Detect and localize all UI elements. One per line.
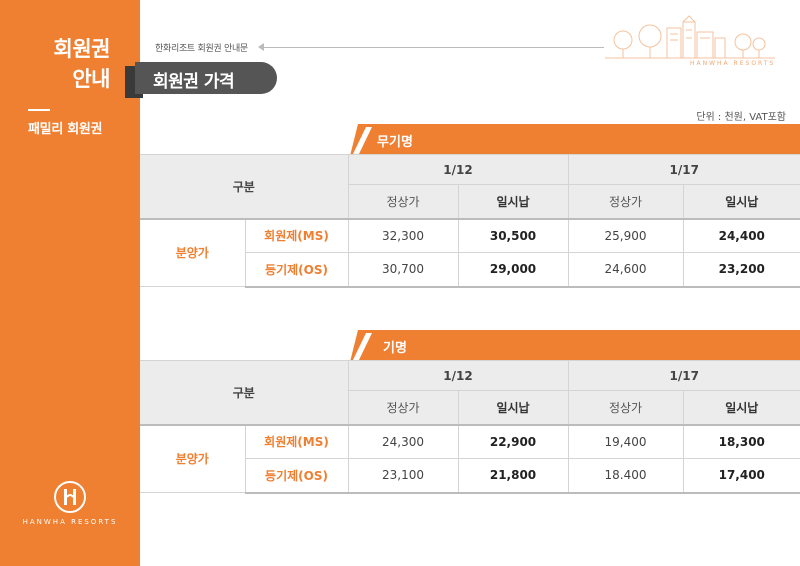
header-category: 구분 (140, 154, 349, 219)
row-group-label: 분양가 (140, 217, 246, 287)
price-cell: 23,200 (682, 252, 800, 288)
price-cell: 17,400 (682, 458, 800, 494)
price-cell: 30,700 (347, 252, 459, 288)
header-period-1: 1/12 (347, 154, 569, 185)
hanwha-logo-icon (54, 481, 86, 513)
section-band-anonymous (350, 124, 800, 154)
row-label: 등기제(OS) (244, 252, 349, 288)
sidebar: 회원권 안내 패밀리 회원권 HANWHA RESORTS (0, 0, 140, 566)
header-regular-price: 정상가 (347, 390, 459, 425)
brand-text: HANWHA RESORTS (690, 60, 776, 67)
header-lump-sum: 일시납 (682, 390, 800, 425)
header-period-1: 1/12 (347, 360, 569, 391)
price-cell: 30,500 (457, 217, 569, 253)
page-title-badge: 회원권 가격 (125, 62, 277, 98)
unit-note: 단위 : 천원, VAT포함 (696, 112, 786, 123)
price-cell: 22,900 (457, 423, 569, 459)
section-title-anonymous: 무기명 (377, 135, 413, 150)
logo-text: HANWHA RESORTS (22, 518, 118, 526)
row-label: 회원제(MS) (244, 423, 349, 459)
header-lump-sum: 일시납 (682, 184, 800, 219)
row-group-label: 분양가 (140, 423, 246, 493)
hanwha-logo: HANWHA RESORTS (0, 480, 140, 526)
header-period-2: 1/17 (567, 360, 800, 391)
header-regular-price: 정상가 (567, 390, 684, 425)
price-cell: 24,600 (567, 252, 684, 288)
price-cell: 18.400 (567, 458, 684, 494)
breadcrumb: 한화리조트 회원권 안내문 (155, 44, 248, 54)
price-cell: 19,400 (567, 423, 684, 459)
price-table-anonymous: 구분 1/12 1/17 정상가 일시납 정상가 일시납 분양가 회원제(MS)… (140, 154, 800, 288)
price-cell: 24,400 (682, 217, 800, 253)
header-regular-price: 정상가 (347, 184, 459, 219)
header-regular-price: 정상가 (567, 184, 684, 219)
price-cell: 29,000 (457, 252, 569, 288)
header-lump-sum: 일시납 (457, 184, 569, 219)
table-row: 분양가 회원제(MS) 32,300 30,500 25,900 24,400 (140, 217, 800, 287)
row-label: 회원제(MS) (244, 217, 349, 253)
price-cell: 23,100 (347, 458, 459, 494)
header-period-2: 1/17 (567, 154, 800, 185)
header-arrow-icon (258, 43, 264, 51)
header-rule (264, 47, 604, 48)
page-title: 회원권 가격 (153, 72, 235, 92)
sidebar-title-line2: 안내 (72, 67, 110, 91)
sidebar-subtitle: 패밀리 회원권 (28, 122, 103, 137)
table-row: 등기제(OS) 23,100 21,800 18.400 17,400 (140, 458, 800, 494)
header-lump-sum: 일시납 (457, 390, 569, 425)
section-band-registered (350, 330, 800, 360)
city-illustration-icon (605, 15, 775, 59)
row-label: 등기제(OS) (244, 458, 349, 494)
sidebar-divider (28, 109, 50, 111)
price-cell: 18,300 (682, 423, 800, 459)
price-cell: 25,900 (567, 217, 684, 253)
sidebar-title: 회원권 안내 (53, 34, 111, 94)
section-title-registered: 기명 (383, 341, 407, 356)
price-table-registered: 구분 1/12 1/17 정상가 일시납 정상가 일시납 분양가 회원제(MS)… (140, 360, 800, 494)
price-cell: 24,300 (347, 423, 459, 459)
header-category: 구분 (140, 360, 349, 425)
table-row: 등기제(OS) 30,700 29,000 24,600 23,200 (140, 252, 800, 288)
price-cell: 32,300 (347, 217, 459, 253)
table-row: 분양가 회원제(MS) 24,300 22,900 19,400 18,300 (140, 423, 800, 493)
price-cell: 21,800 (457, 458, 569, 494)
sidebar-title-line1: 회원권 (53, 37, 111, 61)
